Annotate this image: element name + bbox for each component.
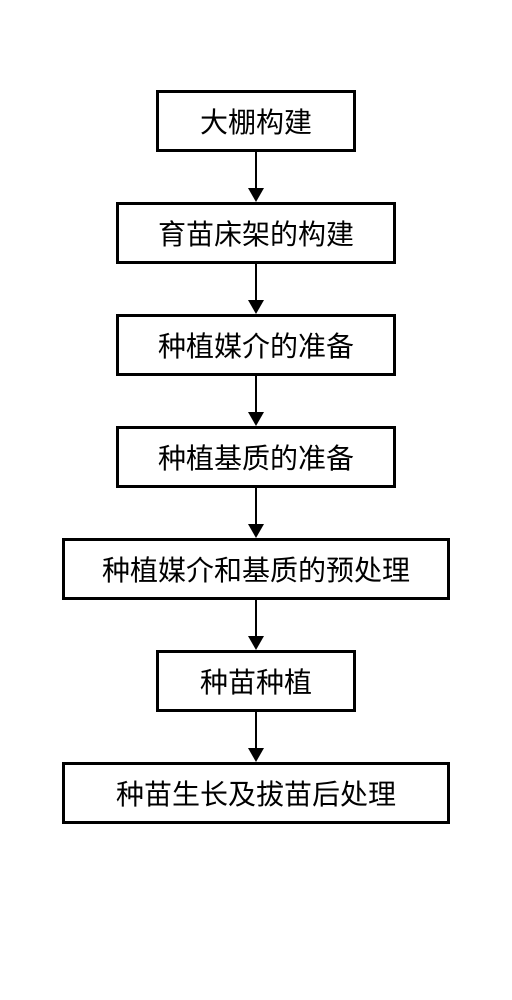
flow-node-n4: 种植基质的准备: [116, 426, 396, 488]
arrow-head-icon: [248, 300, 264, 314]
arrow-head-icon: [248, 748, 264, 762]
flow-node-label: 种苗种植: [200, 661, 312, 701]
flow-node-label: 种植媒介和基质的预处理: [102, 549, 410, 589]
flow-node-label: 种植媒介的准备: [158, 325, 354, 365]
flow-node-n1: 大棚构建: [156, 90, 356, 152]
arrow-line: [255, 712, 257, 748]
arrow-line: [255, 264, 257, 300]
flow-node-label: 种植基质的准备: [158, 437, 354, 477]
flow-node-n5: 种植媒介和基质的预处理: [62, 538, 450, 600]
flow-node-label: 大棚构建: [200, 101, 312, 141]
arrow-line: [255, 376, 257, 412]
arrow-line: [255, 152, 257, 188]
flow-node-label: 育苗床架的构建: [158, 213, 354, 253]
flow-node-n3: 种植媒介的准备: [116, 314, 396, 376]
flow-arrow: [248, 152, 264, 202]
arrow-head-icon: [248, 636, 264, 650]
flow-arrow: [248, 600, 264, 650]
flow-node-n7: 种苗生长及拔苗后处理: [62, 762, 450, 824]
flow-arrow: [248, 264, 264, 314]
flow-node-n6: 种苗种植: [156, 650, 356, 712]
arrow-head-icon: [248, 412, 264, 426]
arrow-head-icon: [248, 188, 264, 202]
arrow-line: [255, 600, 257, 636]
flow-node-n2: 育苗床架的构建: [116, 202, 396, 264]
flow-arrow: [248, 712, 264, 762]
flow-arrow: [248, 376, 264, 426]
flow-node-label: 种苗生长及拔苗后处理: [116, 773, 396, 813]
arrow-head-icon: [248, 524, 264, 538]
arrow-line: [255, 488, 257, 524]
flowchart-container: 大棚构建育苗床架的构建种植媒介的准备种植基质的准备种植媒介和基质的预处理种苗种植…: [0, 0, 512, 824]
flow-arrow: [248, 488, 264, 538]
